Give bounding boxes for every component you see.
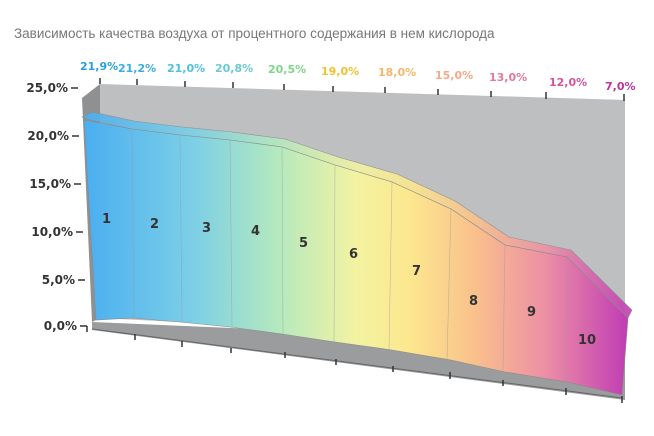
y-tick-5: 5,0%: [42, 273, 75, 287]
segment-label: 7: [412, 264, 421, 279]
segment-label: 1: [102, 212, 111, 227]
top-value-label: 19,0%: [321, 65, 359, 78]
y-tick-15: 15,0%: [29, 177, 71, 191]
y-tick-0: 0,0%: [44, 319, 77, 333]
segment-label: 5: [299, 236, 308, 251]
top-value-label: 18,0%: [378, 66, 416, 79]
segment-label: 10: [578, 333, 596, 348]
segment-label: 2: [150, 217, 159, 232]
top-value-label: 20,8%: [215, 62, 253, 75]
area-front-face: [83, 119, 629, 396]
segment-label: 9: [527, 305, 536, 320]
top-value-label: 15,0%: [435, 69, 473, 82]
segment-label: 3: [202, 221, 211, 236]
top-value-label: 20,5%: [268, 63, 306, 76]
top-value-label: 13,0%: [489, 71, 527, 84]
chart-title: Зависимость качества воздуха от процентн…: [14, 26, 495, 41]
top-value-label: 21,2%: [118, 62, 156, 75]
y-tick-20: 20,0%: [27, 129, 69, 143]
segment-label: 6: [349, 247, 358, 262]
top-value-label: 7,0%: [605, 80, 636, 93]
top-value-label: 12,0%: [549, 76, 587, 89]
top-value-label: 21,9%: [80, 60, 118, 73]
segment-label: 4: [251, 224, 260, 239]
segment-label: 8: [469, 294, 478, 309]
y-tick-25: 25,0%: [26, 81, 68, 95]
y-tick-10: 10,0%: [31, 225, 73, 239]
top-value-label: 21,0%: [167, 62, 205, 75]
